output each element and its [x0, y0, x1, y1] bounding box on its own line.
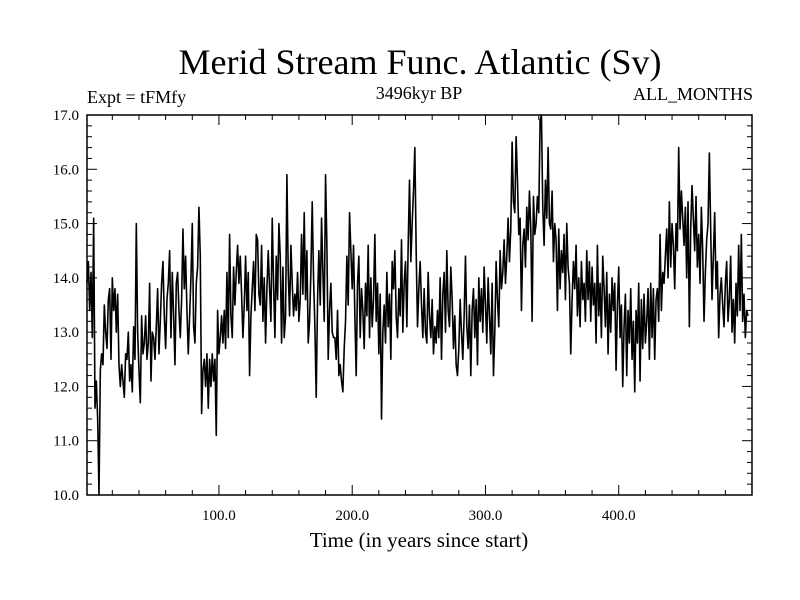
chart-title: Merid Stream Func. Atlantic (Sv) [179, 42, 662, 82]
x-tick-label: 100.0 [202, 508, 236, 524]
plot-frame [86, 114, 753, 496]
y-tick-label: 12.0 [53, 379, 79, 395]
series-line [86, 114, 749, 496]
y-axis-tick-labels: 10.0 11.0 12.0 13.0 14.0 15.0 16.0 17.0 [53, 108, 79, 504]
y-tick-label: 17.0 [53, 108, 79, 124]
axis-ticks [87, 114, 753, 496]
y-tick-label: 13.0 [53, 325, 79, 341]
x-tick-label: 200.0 [335, 508, 369, 524]
experiment-label: Expt = tFMfy [87, 87, 186, 107]
months-label: ALL_MONTHS [633, 84, 753, 104]
x-axis-tick-labels: 100.0 200.0 300.0 400.0 [202, 508, 636, 524]
x-tick-label: 400.0 [602, 508, 636, 524]
period-label: 3496kyr BP [376, 83, 463, 103]
x-tick-label: 300.0 [469, 508, 503, 524]
y-tick-label: 11.0 [53, 434, 79, 450]
y-tick-label: 10.0 [53, 488, 79, 504]
y-tick-label: 15.0 [53, 217, 79, 233]
y-tick-label: 16.0 [53, 162, 79, 178]
y-tick-label: 14.0 [53, 271, 79, 287]
x-axis-label: Time (in years since start) [310, 528, 529, 552]
